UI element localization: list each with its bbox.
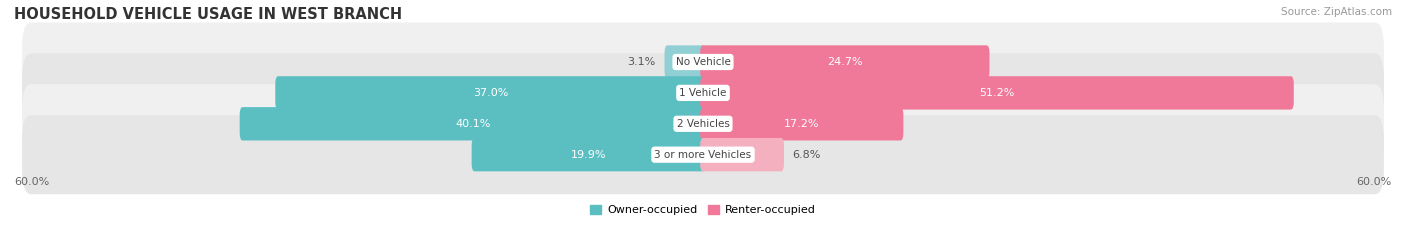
FancyBboxPatch shape — [22, 115, 1384, 194]
FancyBboxPatch shape — [700, 107, 904, 140]
Text: 24.7%: 24.7% — [827, 57, 863, 67]
Text: 3.1%: 3.1% — [627, 57, 657, 67]
FancyBboxPatch shape — [22, 84, 1384, 163]
Text: 37.0%: 37.0% — [472, 88, 508, 98]
FancyBboxPatch shape — [700, 138, 785, 171]
FancyBboxPatch shape — [239, 107, 706, 140]
Text: 51.2%: 51.2% — [979, 88, 1015, 98]
FancyBboxPatch shape — [700, 76, 1294, 110]
Text: Source: ZipAtlas.com: Source: ZipAtlas.com — [1281, 7, 1392, 17]
Text: 17.2%: 17.2% — [785, 119, 820, 129]
FancyBboxPatch shape — [471, 138, 706, 171]
FancyBboxPatch shape — [700, 45, 990, 79]
Text: 19.9%: 19.9% — [571, 150, 606, 160]
FancyBboxPatch shape — [276, 76, 706, 110]
Text: 3 or more Vehicles: 3 or more Vehicles — [654, 150, 752, 160]
Legend: Owner-occupied, Renter-occupied: Owner-occupied, Renter-occupied — [586, 201, 820, 220]
Text: 1 Vehicle: 1 Vehicle — [679, 88, 727, 98]
Text: 60.0%: 60.0% — [1357, 177, 1392, 187]
Text: 2 Vehicles: 2 Vehicles — [676, 119, 730, 129]
FancyBboxPatch shape — [22, 22, 1384, 102]
Text: HOUSEHOLD VEHICLE USAGE IN WEST BRANCH: HOUSEHOLD VEHICLE USAGE IN WEST BRANCH — [14, 7, 402, 22]
FancyBboxPatch shape — [22, 53, 1384, 132]
FancyBboxPatch shape — [665, 45, 706, 79]
Text: No Vehicle: No Vehicle — [675, 57, 731, 67]
Text: 6.8%: 6.8% — [793, 150, 821, 160]
Text: 60.0%: 60.0% — [14, 177, 49, 187]
Text: 40.1%: 40.1% — [456, 119, 491, 129]
